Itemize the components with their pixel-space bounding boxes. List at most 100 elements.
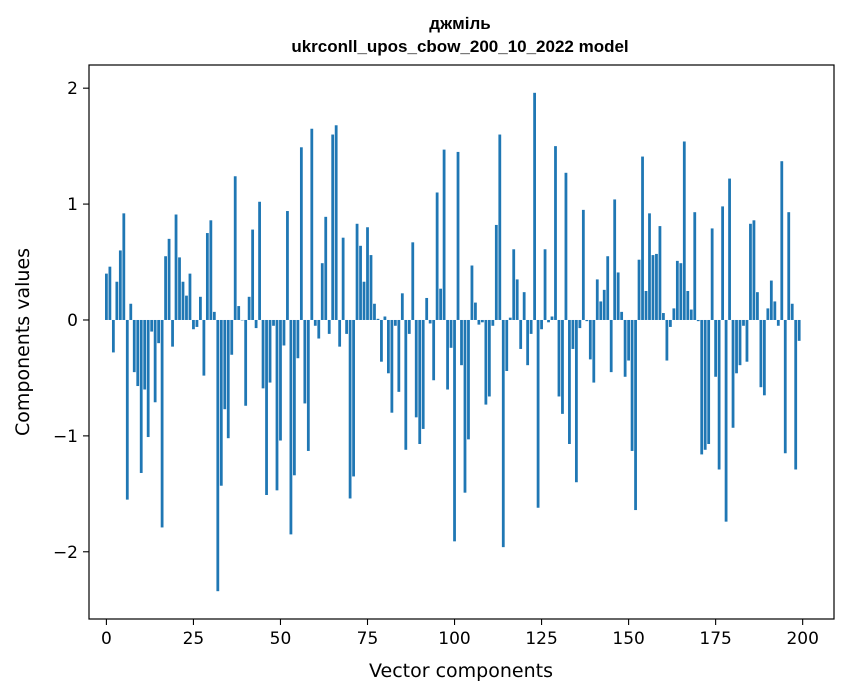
bar-21 xyxy=(178,257,181,320)
bar-181 xyxy=(735,319,738,374)
bar-152 xyxy=(634,319,637,511)
bar-30 xyxy=(209,220,213,320)
bar-43 xyxy=(254,319,258,329)
bar-14 xyxy=(153,319,157,403)
bar-161 xyxy=(665,319,669,361)
bar-123 xyxy=(533,92,536,320)
bar-77 xyxy=(373,303,376,320)
bar-83 xyxy=(393,319,397,326)
bar-172 xyxy=(703,319,707,450)
bar-105 xyxy=(470,265,474,320)
bar-64 xyxy=(327,319,331,334)
bar-61 xyxy=(317,319,321,339)
bar-70 xyxy=(348,319,352,499)
bar-157 xyxy=(651,255,655,320)
bar-73 xyxy=(359,245,362,320)
bar-47 xyxy=(268,319,272,383)
bar-90 xyxy=(418,319,422,444)
bar-62 xyxy=(320,263,324,320)
bar-146 xyxy=(613,199,617,320)
bar-32 xyxy=(216,319,220,592)
bar-12 xyxy=(146,319,150,438)
bar-127 xyxy=(547,319,550,323)
bar-183 xyxy=(742,319,745,326)
bar-68 xyxy=(341,237,345,320)
bar-116 xyxy=(508,317,512,320)
bar-128 xyxy=(550,316,554,320)
bar-191 xyxy=(769,280,773,320)
bar-66 xyxy=(334,125,338,320)
bar-163 xyxy=(672,308,676,320)
bar-106 xyxy=(474,302,477,320)
bar-148 xyxy=(620,311,624,320)
bar-28 xyxy=(202,319,206,376)
bar-55 xyxy=(296,319,300,359)
bar-22 xyxy=(181,281,185,320)
bar-29 xyxy=(205,233,209,320)
bar-193 xyxy=(776,319,780,326)
bar-107 xyxy=(477,319,481,325)
bar-153 xyxy=(637,259,641,320)
bar-5 xyxy=(122,213,126,320)
x-tick-label: 150 xyxy=(612,629,644,649)
bar-119 xyxy=(519,319,523,349)
bar-168 xyxy=(689,309,693,320)
bar-130 xyxy=(557,319,561,397)
bar-52 xyxy=(286,211,289,320)
bar-113 xyxy=(498,134,502,320)
bar-51 xyxy=(282,319,286,346)
bar-49 xyxy=(275,319,279,491)
y-axis-label: Components values xyxy=(12,248,34,436)
bar-34 xyxy=(223,319,227,410)
bar-121 xyxy=(526,319,530,366)
bar-180 xyxy=(731,319,735,428)
bar-96 xyxy=(439,288,443,320)
bar-38 xyxy=(237,306,241,320)
bar-80 xyxy=(383,316,387,320)
bar-160 xyxy=(662,313,665,320)
bar-197 xyxy=(790,303,794,320)
bar-46 xyxy=(265,319,268,495)
bar-176 xyxy=(717,319,721,470)
bar-196 xyxy=(787,212,791,320)
bar-20 xyxy=(174,214,178,320)
bar-184 xyxy=(745,319,749,362)
bar-58 xyxy=(306,319,310,451)
x-tick-label: 25 xyxy=(183,629,205,649)
bar-104 xyxy=(467,319,470,440)
bar-67 xyxy=(338,319,342,347)
bar-188 xyxy=(759,319,763,388)
bar-192 xyxy=(773,301,777,320)
bar-164 xyxy=(675,260,679,320)
x-tick-label: 50 xyxy=(270,629,292,649)
bar-17 xyxy=(164,256,167,320)
y-tick-label: 2 xyxy=(67,79,78,99)
bar-195 xyxy=(783,319,787,454)
chart-title: джміль xyxy=(429,14,490,33)
bar-189 xyxy=(762,319,766,396)
bar-166 xyxy=(682,141,686,320)
bar-139 xyxy=(588,319,592,360)
bar-50 xyxy=(279,319,282,441)
bar-145 xyxy=(609,319,613,373)
bar-133 xyxy=(568,319,571,444)
bar-44 xyxy=(258,201,261,320)
bar-118 xyxy=(515,279,519,320)
bar-112 xyxy=(494,224,498,320)
bar-114 xyxy=(501,319,505,548)
bar-53 xyxy=(289,319,293,535)
x-tick-label: 100 xyxy=(438,629,470,649)
bar-129 xyxy=(554,146,557,320)
bar-134 xyxy=(571,319,575,349)
bar-194 xyxy=(780,161,784,320)
bar-94 xyxy=(432,319,436,381)
bar-33 xyxy=(219,319,223,486)
bar-135 xyxy=(574,319,578,483)
bar-142 xyxy=(599,301,603,320)
bar-65 xyxy=(331,134,335,320)
bar-111 xyxy=(491,319,495,326)
x-tick-label: 175 xyxy=(699,629,731,649)
bar-158 xyxy=(655,253,658,320)
bar-74 xyxy=(362,281,366,320)
